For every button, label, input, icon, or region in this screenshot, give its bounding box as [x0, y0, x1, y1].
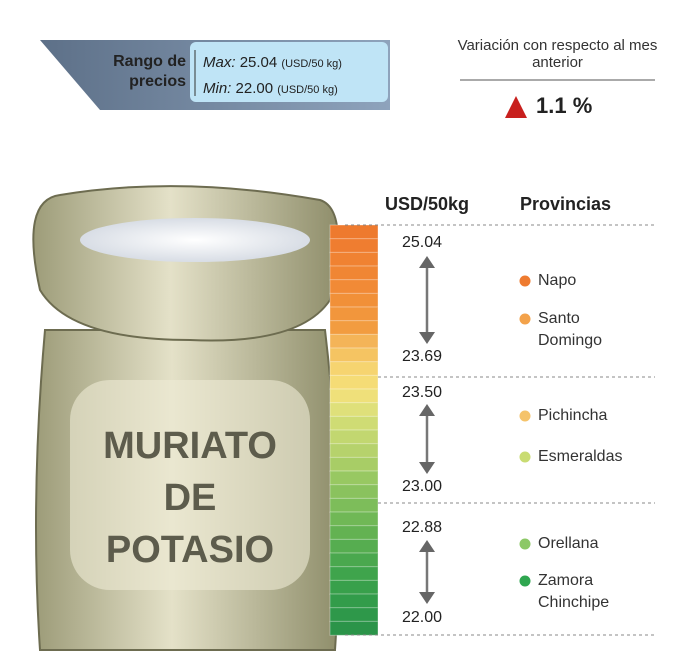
scale-stripe: [330, 293, 378, 307]
scale-stripe: [330, 567, 378, 581]
scale-stripe: [330, 526, 378, 540]
up-arrow: [505, 96, 527, 118]
price-bottom: 23.00: [402, 478, 442, 496]
scale-stripe: [330, 239, 378, 253]
scale-stripe: [330, 512, 378, 526]
province-name: Napo: [538, 270, 648, 292]
product-line: DE: [60, 472, 320, 524]
scale-stripe: [330, 498, 378, 512]
scale-stripe: [330, 334, 378, 348]
range-label: Rango de precios: [92, 52, 186, 92]
scale-stripe: [330, 307, 378, 321]
scale-stripe: [330, 389, 378, 403]
scale-stripe: [330, 608, 378, 622]
variation-value: 1.1 %: [536, 93, 592, 119]
scale-stripe: [330, 621, 378, 635]
province-name: Santo Domingo: [538, 308, 648, 352]
infographic: Rango de precios Max: 25.04 (USD/50 kg) …: [0, 0, 685, 666]
price-scale: [330, 225, 378, 635]
min-value: 22.00: [236, 80, 274, 97]
province-name: Pichincha: [538, 405, 648, 427]
scale-stripe: [330, 430, 378, 444]
scale-stripe: [330, 553, 378, 567]
salt: [80, 218, 310, 262]
province-header: Provincias: [520, 194, 611, 215]
product-line: MURIATO: [60, 420, 320, 472]
price-bottom: 23.69: [402, 348, 442, 366]
scale-stripe: [330, 348, 378, 362]
scale-stripe: [330, 539, 378, 553]
province-name: Orellana: [538, 533, 648, 555]
province-dot: [520, 452, 531, 463]
scale-stripe: [330, 362, 378, 376]
range-arrow: [419, 540, 435, 604]
scale-stripe: [330, 594, 378, 608]
price-header: USD/50kg: [378, 194, 476, 215]
scale-stripe: [330, 252, 378, 266]
scale-stripe: [330, 280, 378, 294]
max-label: Max:: [203, 54, 236, 71]
sack-top: [33, 186, 338, 340]
scale-stripe: [330, 403, 378, 417]
min-line: Min: 22.00 (USD/50 kg): [203, 80, 338, 97]
arrows: [419, 256, 435, 604]
province-dot: [520, 576, 531, 587]
scale-stripe: [330, 457, 378, 471]
scale-stripe: [330, 444, 378, 458]
range-arrow: [419, 256, 435, 344]
product-line: POTASIO: [60, 524, 320, 576]
max-value: 25.04: [240, 54, 278, 71]
province-dot: [520, 276, 531, 287]
scale-stripe: [330, 580, 378, 594]
range-arrow: [419, 404, 435, 474]
min-label: Min:: [203, 80, 231, 97]
price-top: 22.88: [402, 519, 442, 537]
scale-stripe: [330, 321, 378, 335]
scale-stripe: [330, 416, 378, 430]
max-unit: (USD/50 kg): [281, 58, 342, 70]
province-dot: [520, 411, 531, 422]
province-dot: [520, 314, 531, 325]
province-name: Zamora Chinchipe: [538, 570, 648, 614]
max-line: Max: 25.04 (USD/50 kg): [203, 54, 342, 71]
scale-stripe: [330, 471, 378, 485]
scale-stripe: [330, 375, 378, 389]
province-name: Esmeraldas: [538, 446, 648, 468]
price-bottom: 22.00: [402, 609, 442, 627]
scale-stripe: [330, 485, 378, 499]
scale-stripe: [330, 266, 378, 280]
price-top: 23.50: [402, 384, 442, 402]
min-unit: (USD/50 kg): [277, 84, 338, 96]
price-top: 25.04: [402, 234, 442, 252]
variation-title: Variación con respecto al mes anterior: [455, 37, 660, 71]
scale-stripe: [330, 225, 378, 239]
province-dot: [520, 539, 531, 550]
